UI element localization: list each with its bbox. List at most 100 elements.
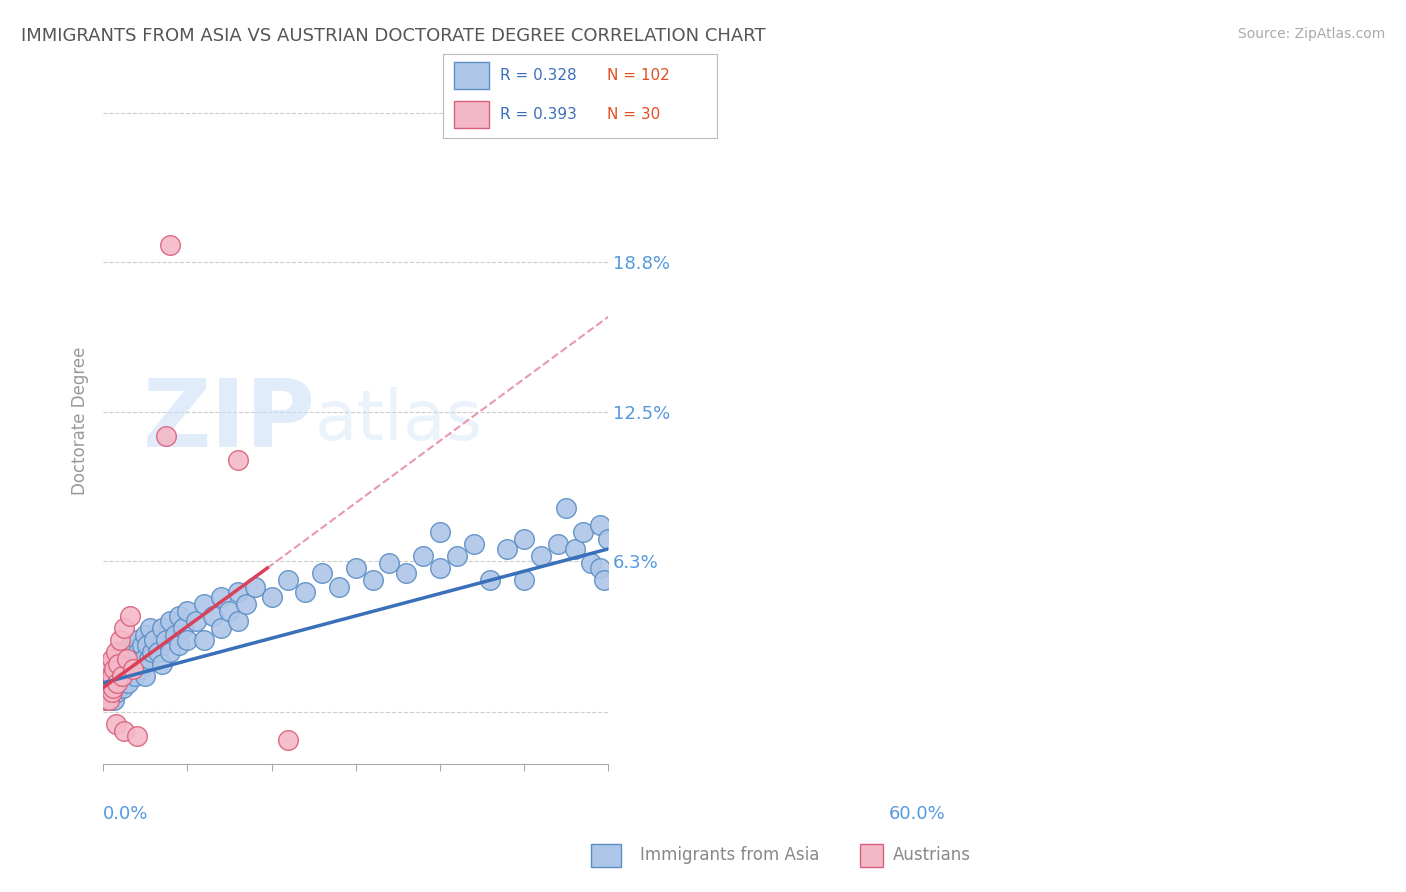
- Point: [209, 621, 232, 635]
- Text: R = 0.393: R = 0.393: [501, 107, 578, 122]
- Point: [429, 525, 451, 540]
- Point: [100, 669, 122, 683]
- Point: [155, 429, 177, 443]
- Point: [260, 590, 283, 604]
- Point: [361, 573, 384, 587]
- Y-axis label: Doctorate Degree: Doctorate Degree: [72, 347, 89, 495]
- Point: [104, 657, 127, 671]
- Point: [131, 638, 153, 652]
- Point: [125, 657, 148, 671]
- Point: [96, 692, 118, 706]
- Point: [395, 566, 418, 580]
- Point: [98, 676, 121, 690]
- Point: [581, 556, 603, 570]
- Point: [112, 723, 135, 738]
- Point: [141, 645, 163, 659]
- Point: [100, 657, 122, 671]
- Point: [111, 652, 134, 666]
- Point: [108, 661, 131, 675]
- Point: [172, 621, 194, 635]
- Point: [101, 657, 124, 671]
- Point: [103, 692, 125, 706]
- Point: [105, 685, 128, 699]
- Point: [108, 645, 131, 659]
- Point: [107, 652, 129, 666]
- Point: [429, 561, 451, 575]
- Point: [155, 632, 177, 647]
- Point: [159, 238, 181, 252]
- Point: [94, 676, 117, 690]
- Point: [146, 645, 169, 659]
- Point: [226, 585, 249, 599]
- Point: [209, 590, 232, 604]
- Point: [122, 652, 145, 666]
- Point: [150, 657, 173, 671]
- Point: [446, 549, 468, 563]
- Point: [100, 681, 122, 695]
- Point: [96, 685, 118, 699]
- Text: N = 102: N = 102: [607, 68, 671, 83]
- Point: [97, 685, 120, 699]
- Point: [201, 608, 224, 623]
- Point: [159, 614, 181, 628]
- Text: IMMIGRANTS FROM ASIA VS AUSTRIAN DOCTORATE DEGREE CORRELATION CHART: IMMIGRANTS FROM ASIA VS AUSTRIAN DOCTORA…: [21, 27, 766, 45]
- Point: [104, 676, 127, 690]
- Point: [115, 669, 138, 683]
- Point: [311, 566, 333, 580]
- Text: R = 0.328: R = 0.328: [501, 68, 576, 83]
- Point: [589, 518, 612, 533]
- Point: [105, 676, 128, 690]
- Point: [193, 632, 215, 647]
- Point: [564, 541, 586, 556]
- FancyBboxPatch shape: [454, 101, 489, 128]
- Point: [135, 638, 157, 652]
- Point: [243, 580, 266, 594]
- Point: [98, 661, 121, 675]
- Point: [163, 628, 186, 642]
- Point: [100, 685, 122, 699]
- Point: [103, 681, 125, 695]
- Point: [110, 657, 132, 671]
- Point: [114, 645, 136, 659]
- Point: [547, 537, 569, 551]
- Point: [134, 628, 156, 642]
- Point: [98, 692, 121, 706]
- Point: [103, 661, 125, 675]
- Point: [328, 580, 350, 594]
- Point: [129, 661, 152, 675]
- Point: [513, 573, 536, 587]
- Text: Immigrants from Asia: Immigrants from Asia: [640, 846, 820, 863]
- Point: [496, 541, 519, 556]
- Point: [107, 681, 129, 695]
- Point: [167, 638, 190, 652]
- Point: [98, 661, 121, 675]
- Point: [226, 453, 249, 467]
- Point: [111, 669, 134, 683]
- Point: [572, 525, 595, 540]
- Point: [117, 652, 139, 666]
- Text: N = 30: N = 30: [607, 107, 661, 122]
- Point: [593, 573, 616, 587]
- Point: [100, 669, 122, 683]
- Point: [589, 561, 612, 575]
- Point: [96, 669, 118, 683]
- Point: [120, 638, 142, 652]
- Point: [117, 676, 139, 690]
- Point: [107, 657, 129, 671]
- Point: [132, 652, 155, 666]
- Point: [108, 632, 131, 647]
- Point: [167, 608, 190, 623]
- Point: [139, 621, 162, 635]
- Point: [103, 661, 125, 675]
- Point: [463, 537, 485, 551]
- Point: [277, 733, 299, 747]
- Text: 60.0%: 60.0%: [889, 805, 945, 823]
- Point: [94, 692, 117, 706]
- Point: [226, 614, 249, 628]
- Point: [105, 669, 128, 683]
- Point: [598, 533, 620, 547]
- Point: [111, 669, 134, 683]
- Point: [277, 573, 299, 587]
- Point: [125, 729, 148, 743]
- Point: [115, 652, 138, 666]
